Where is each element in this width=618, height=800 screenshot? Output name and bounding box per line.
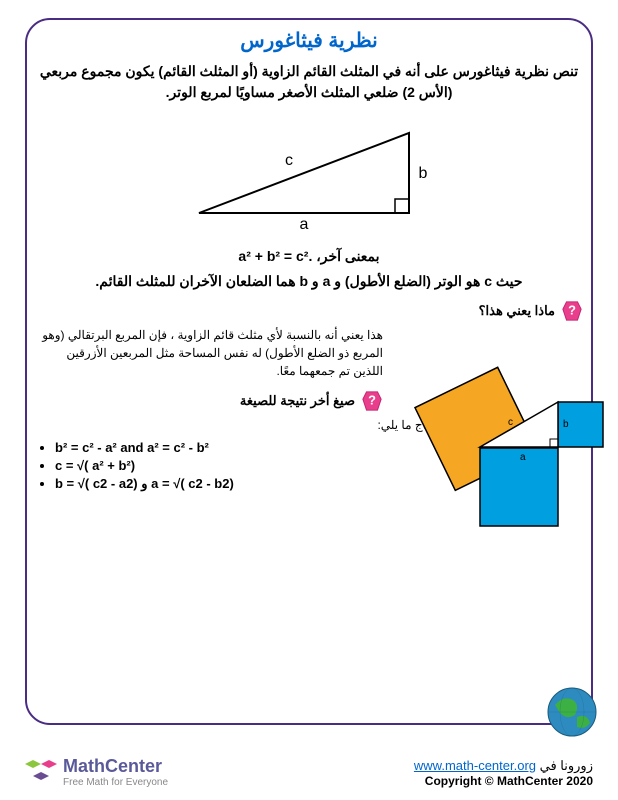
squares-diagram: a b c [408,340,618,550]
formula: a² + b² = c². [238,248,312,264]
q1-text: ماذا يعني هذا؟ [479,303,555,319]
explain-text: هذا يعني أنه بالنسبة لأي مثلث قائم الزاو… [35,326,383,380]
q2-text: صيغ أخر نتيجة للصيغة [240,393,355,409]
dice-icon: ? [561,300,583,322]
footer-left: MathCenter Free Math for Everyone [25,756,168,788]
sq-label-a: a [520,452,526,463]
footer: MathCenter Free Math for Everyone زورونا… [25,756,593,788]
intro-text: تنص نظرية فيثاغورس على أنه في المثلث الق… [35,61,583,103]
formula-prefix: بمعنى آخر، [312,248,379,264]
dice-icon: ? [361,390,383,412]
label-a: a [300,216,309,233]
formula-line: بمعنى آخر، a² + b² = c². [35,248,583,265]
footer-link[interactable]: www.math-center.org [414,758,536,773]
svg-text:?: ? [568,303,576,318]
footer-right: زورونا في www.math-center.org Copyright … [414,758,593,788]
question-2: ? صيغ أخر نتيجة للصيغة [35,390,383,412]
sq-label-b: b [563,419,569,430]
logo-icon [25,756,57,788]
brand-name: MathCenter [63,756,168,777]
globe-icon [545,685,600,740]
page-title: نظرية فيثاغورس [35,28,583,53]
label-c: c [285,152,293,169]
label-b: b [419,165,428,182]
question-1: ? ماذا يعني هذا؟ [35,300,583,322]
visit-text: زورونا في [540,758,593,773]
where-line: حيث c هو الوتر (الضلع الأطول) و a و b هم… [35,273,583,290]
tagline: Free Math for Everyone [63,777,168,788]
sq-label-c: c [508,417,513,428]
svg-text:?: ? [368,393,376,408]
triangle-diagram: a b c [35,113,583,238]
copyright: Copyright © MathCenter 2020 [414,774,593,788]
